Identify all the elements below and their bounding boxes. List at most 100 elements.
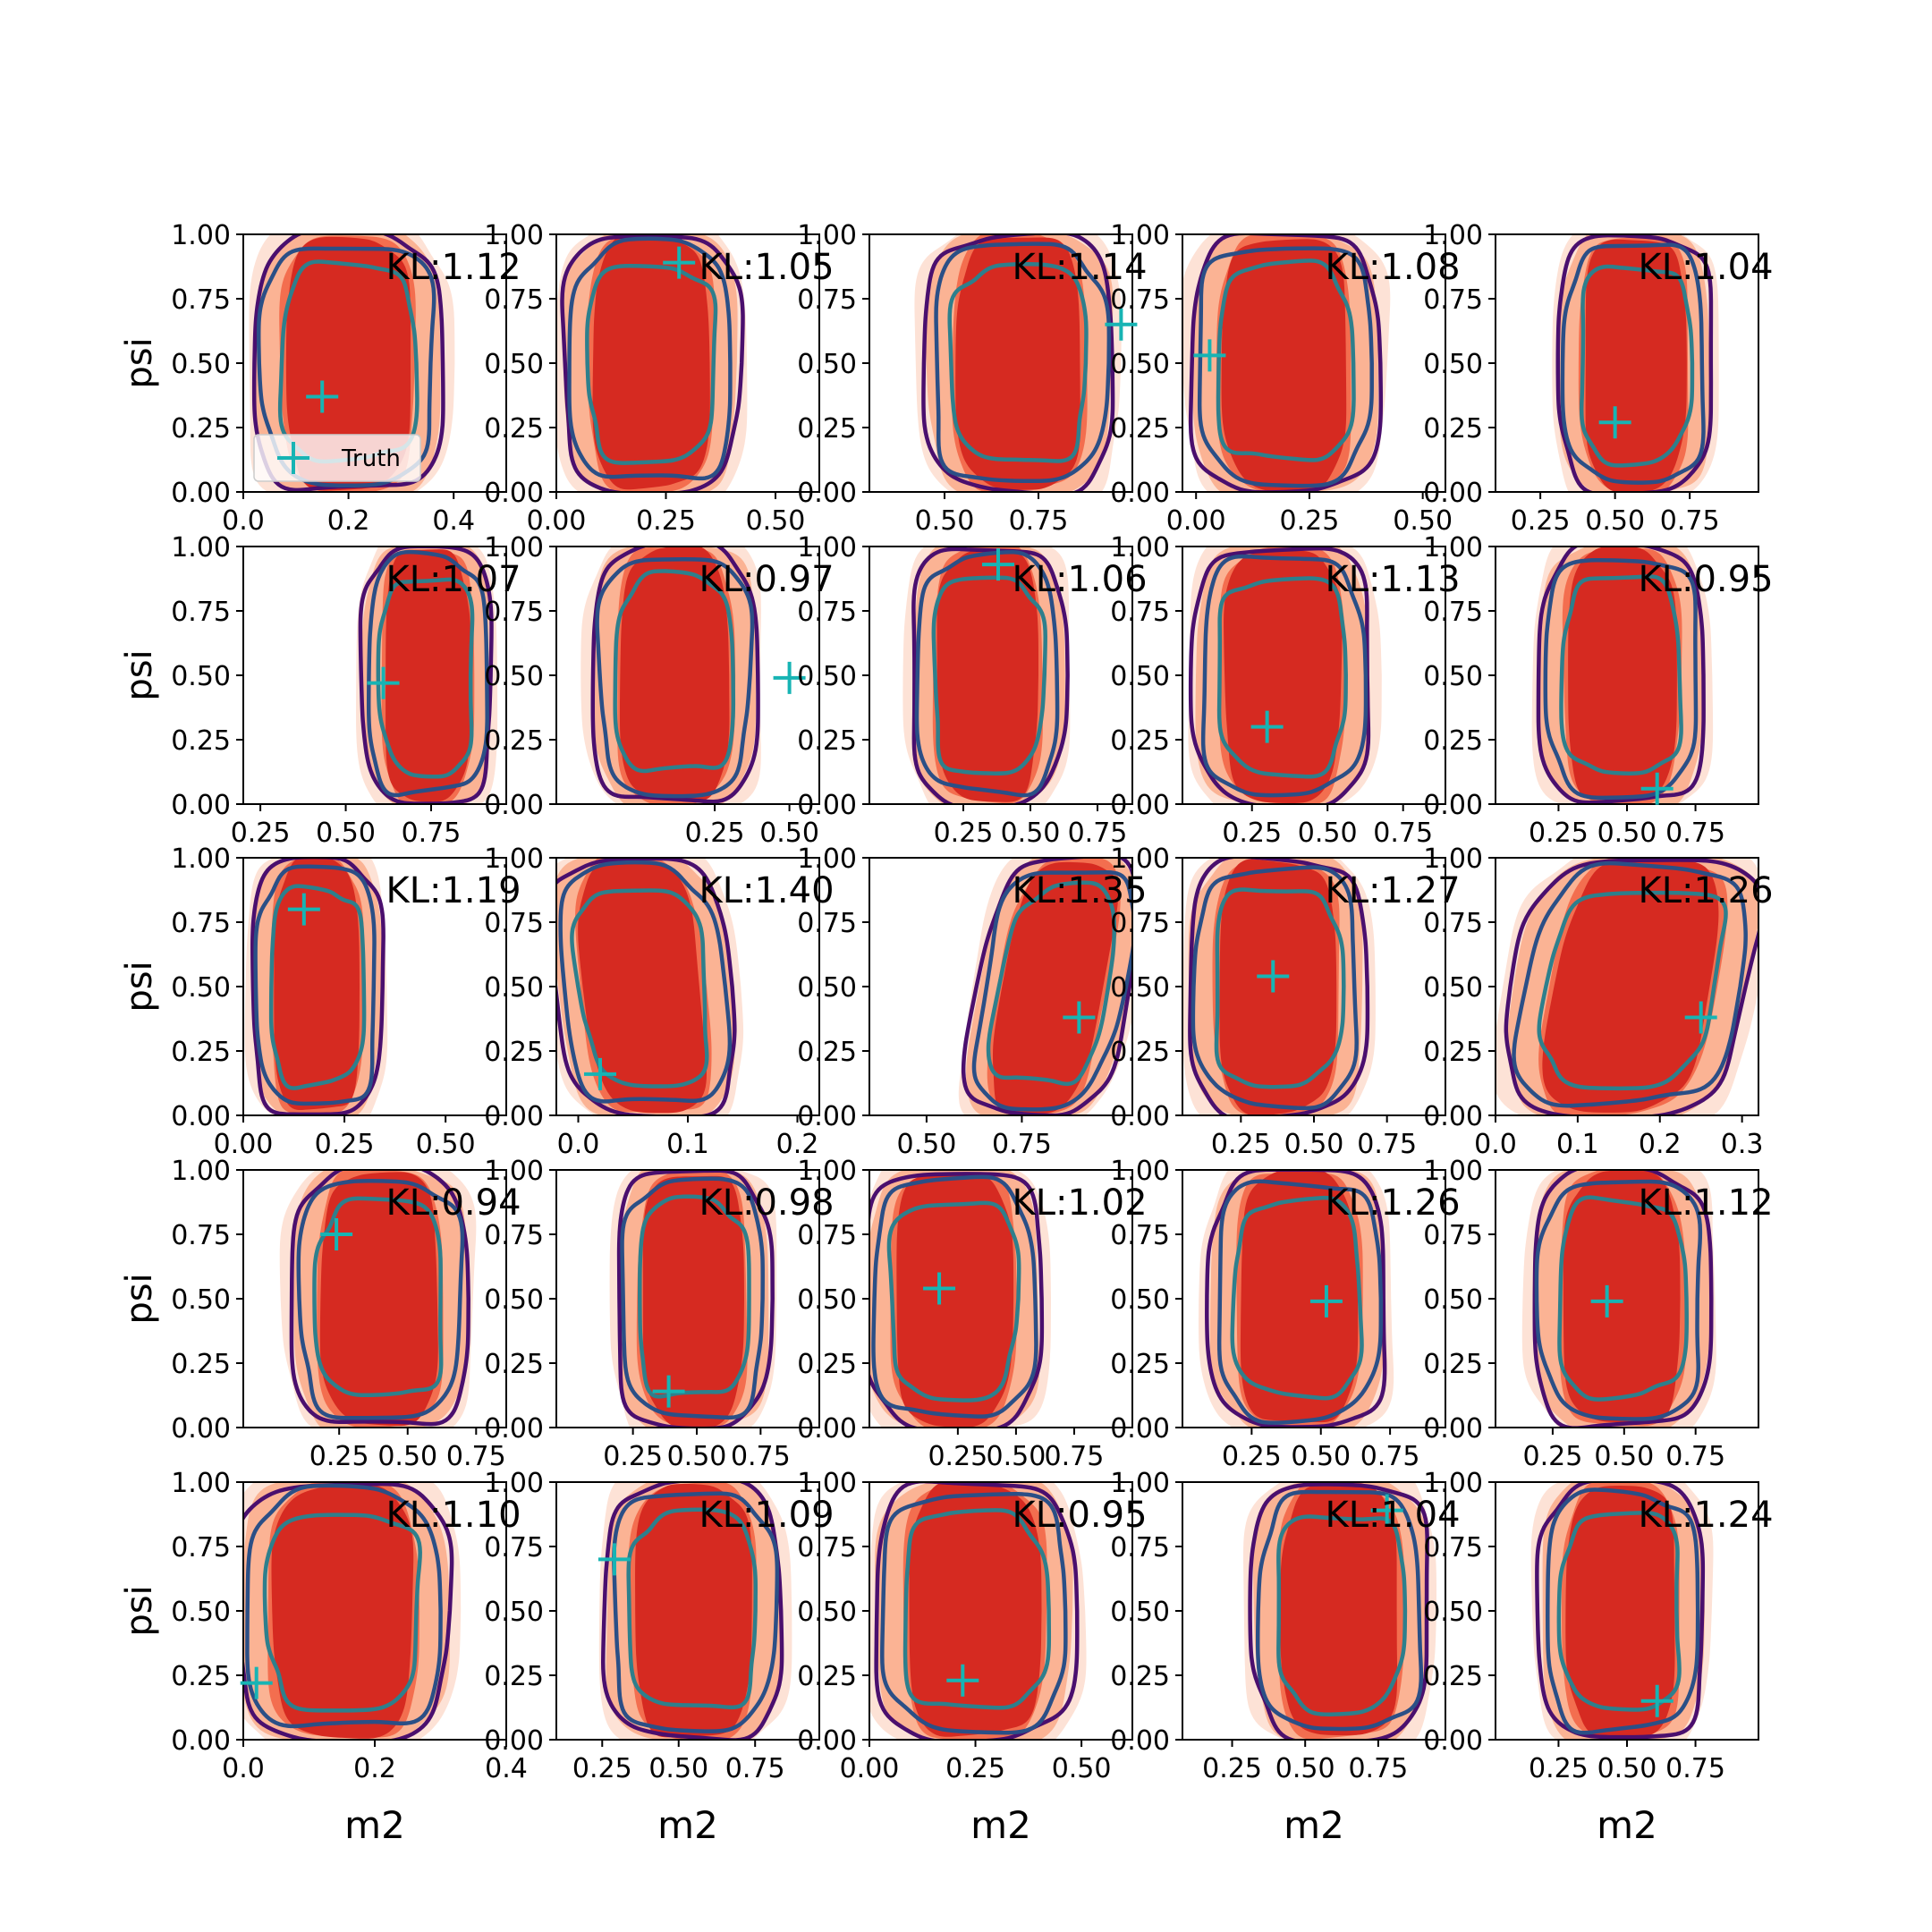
x-tick-label: 0.25 [572, 1753, 632, 1784]
y-tick-label: 0.75 [171, 597, 231, 628]
y-tick-label: 0.25 [797, 1661, 857, 1692]
y-tick-label: 0.00 [797, 1725, 857, 1757]
contour-ring-outer [1504, 858, 1758, 1115]
contour-ring-outer [1205, 1170, 1387, 1428]
density-fill-core [955, 237, 1080, 490]
x-tick-label: 0.50 [987, 1441, 1046, 1472]
density-fill-core [1585, 239, 1687, 492]
panel-contours [1188, 547, 1382, 804]
contour-ring-middle [612, 1491, 780, 1733]
y-tick-label: 0.75 [171, 284, 231, 316]
y-tick-label: 0.50 [171, 349, 231, 380]
y-tick-label: 0.25 [1423, 1037, 1483, 1068]
y-tick-label: 0.00 [1110, 1413, 1170, 1445]
contour-ring-inner [947, 261, 1089, 463]
contour-ring-middle [1543, 558, 1699, 801]
y-tick-label: 0.75 [484, 597, 544, 628]
kl-label: KL:1.24 [1638, 1495, 1773, 1536]
density-fill-core [642, 1175, 744, 1428]
x-tick-label: 0.0 [222, 505, 265, 537]
x-axis-label: m2 [344, 1803, 405, 1847]
y-tick-label: 1.00 [484, 1468, 544, 1499]
x-tick-label: 0.50 [1585, 505, 1645, 537]
kl-label: KL:0.97 [699, 559, 834, 600]
x-tick-label: 0.00 [214, 1129, 274, 1160]
x-tick-label: 0.75 [1665, 1441, 1725, 1472]
x-tick-label: 0.75 [1009, 505, 1069, 537]
contour-ring-outer [869, 1172, 1045, 1428]
x-tick-label: 0.25 [1529, 1753, 1589, 1784]
x-tick-label: 0.2 [353, 1753, 396, 1784]
x-tick-label: 0.50 [648, 1753, 708, 1784]
y-tick-label: 1.00 [1110, 1156, 1170, 1187]
density-fill-core [1542, 860, 1719, 1113]
x-tick-label: 0.50 [1052, 1753, 1112, 1784]
y-tick-label: 0.25 [484, 1661, 544, 1692]
contour-ring-middle [1534, 1179, 1703, 1421]
truth-marker [240, 1666, 273, 1699]
contour-ring-middle [366, 549, 489, 798]
x-tick-label: 0.2 [776, 1129, 819, 1160]
y-tick-label: 1.00 [797, 532, 857, 564]
kl-label: KL:1.10 [386, 1495, 521, 1536]
panel-contours [1496, 858, 1758, 1115]
y-tick-label: 0.00 [797, 478, 857, 509]
panel-2: 0.00 0.25 0.50 0.75 1.00 0.00 0.25 0.50 KL:1.05 [484, 220, 834, 537]
y-tick-label: 0.75 [797, 1220, 857, 1251]
contour-ring-inner [570, 888, 709, 1089]
x-tick-label: 0.75 [1665, 818, 1725, 849]
panel-20: 0.00 0.25 0.50 0.75 1.00 0.25 0.50 0.75 KL:1.12 [1423, 1156, 1773, 1472]
panel-contours [556, 234, 748, 492]
contour-ring-middle [880, 1492, 1068, 1735]
y-tick-label: 0.00 [1110, 1101, 1170, 1132]
x-tick-label: 0.50 [1284, 1129, 1344, 1160]
y-tick-label: 1.00 [1423, 1468, 1483, 1499]
panel-10: 0.00 0.25 0.50 0.75 1.00 0.25 0.50 0.75 KL:0.95 [1423, 532, 1773, 849]
density-fill-core [271, 1484, 414, 1739]
x-tick-label: 0.25 [1511, 505, 1571, 537]
panel-7: 0.00 0.25 0.50 0.75 1.00 0.25 0.50 KL:0.97 [484, 532, 834, 849]
y-tick-label: 0.50 [171, 972, 231, 1004]
contour-ring-outer [1555, 234, 1714, 492]
x-tick-label: 0.25 [1529, 818, 1589, 849]
density-fill-core [1221, 239, 1347, 492]
y-tick-label: 1.00 [797, 1468, 857, 1499]
y-tick-label: 0.50 [1423, 972, 1483, 1004]
y-tick-label: 1.00 [797, 1156, 857, 1187]
truth-marker [773, 661, 806, 694]
y-axis-label: psi [119, 649, 160, 700]
x-tick-label: 0.75 [1360, 1441, 1420, 1472]
y-tick-label: 0.00 [484, 790, 544, 821]
panel-11: 0.00 0.25 0.50 0.75 1.00 0.00 0.25 0.50 KL:1.19 p… [119, 843, 521, 1160]
y-tick-label: 0.50 [484, 1597, 544, 1628]
y-tick-label: 0.25 [1110, 1037, 1170, 1068]
x-tick-label: 0.50 [377, 1441, 437, 1472]
truth-marker [946, 1664, 979, 1697]
density-fill-core [619, 547, 730, 801]
x-tick-label: 0.0 [222, 1753, 265, 1784]
density-fill-core [909, 1482, 1042, 1737]
panel-21: 0.00 0.25 0.50 0.75 1.00 0.0 0.2 0.4 KL:1.10 psi m… [119, 1468, 528, 1847]
contour-ring-middle [1546, 1487, 1700, 1735]
y-tick-label: 1.00 [797, 843, 857, 875]
y-tick-label: 1.00 [171, 1156, 231, 1187]
kl-label: KL:1.04 [1325, 1495, 1460, 1536]
contour-ring-outer [1535, 1482, 1706, 1740]
x-tick-label: 0.25 [309, 1441, 369, 1472]
contour-ring-middle [1200, 554, 1368, 798]
y-tick-label: 0.25 [1423, 1661, 1483, 1692]
y-tick-label: 0.00 [1423, 478, 1483, 509]
y-tick-label: 1.00 [484, 843, 544, 875]
y-tick-label: 0.50 [484, 1284, 544, 1316]
x-tick-label: 0.25 [1202, 1753, 1262, 1784]
x-tick-label: 0.25 [685, 818, 745, 849]
panel-contours [556, 858, 744, 1115]
contour-ring-inner [312, 1196, 444, 1398]
contour-ring-middle [1216, 1179, 1384, 1425]
x-tick-label: 0.2 [1639, 1129, 1682, 1160]
legend: Truth [253, 434, 421, 482]
y-tick-label: 0.50 [1423, 1597, 1483, 1628]
y-tick-label: 0.00 [797, 1101, 857, 1132]
x-tick-label: 0.50 [759, 818, 819, 849]
